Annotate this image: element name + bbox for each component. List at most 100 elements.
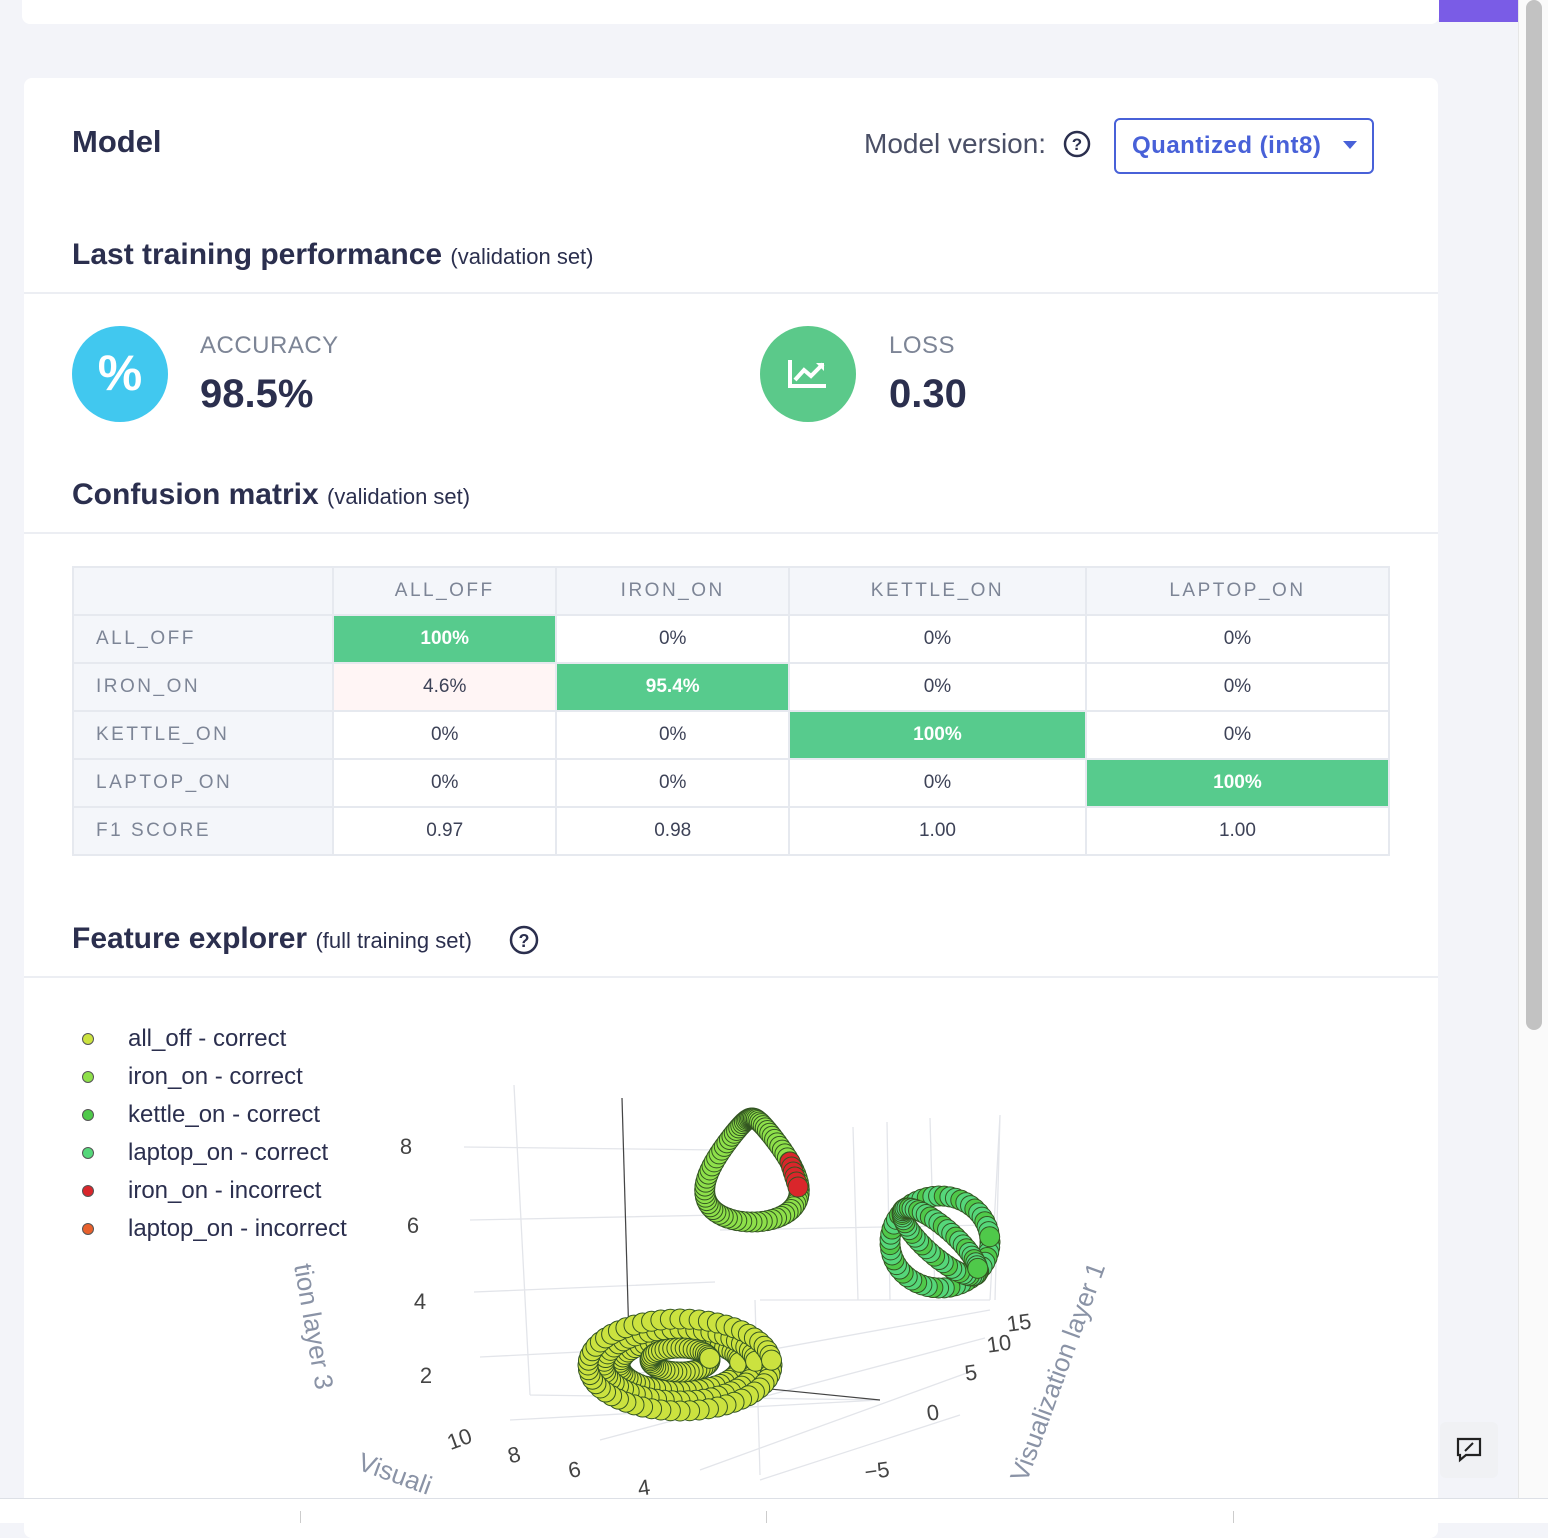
matrix-cell: 0.97 <box>331 806 558 856</box>
z-tick-label: 4 <box>414 1289 426 1314</box>
x-tick-label: 6 <box>566 1456 583 1483</box>
title: Feature explorer <box>72 922 308 955</box>
section-title: Confusion matrix (validation set) <box>72 478 470 512</box>
y-axis-label: Visualization layer 1 <box>1004 1258 1111 1485</box>
matrix-cell: 100% <box>1084 758 1391 808</box>
divider <box>24 976 1438 978</box>
legend-dot <box>82 1147 94 1159</box>
matrix-cell: 0% <box>788 662 1087 712</box>
corner-cell <box>72 566 334 616</box>
tab-sep <box>766 1511 767 1523</box>
metric-value: 98.5% <box>200 372 314 416</box>
subtitle: (validation set) <box>327 484 471 509</box>
column-header: KETTLE_ON <box>788 566 1087 616</box>
svg-text:%: % <box>98 345 142 401</box>
divider <box>24 532 1438 534</box>
card-title: Model <box>72 124 162 159</box>
matrix-cell: 4.6% <box>331 662 558 712</box>
legend-dot <box>82 1033 94 1045</box>
select-value: Quantized (int8) <box>1132 132 1322 159</box>
row-header: F1 SCORE <box>72 806 334 856</box>
nav-accent <box>1439 0 1518 22</box>
matrix-row: LAPTOP_ON 0% 0% 0% 100% <box>72 758 1391 808</box>
metric-label: LOSS <box>889 332 956 359</box>
z-tick-label: 2 <box>420 1363 432 1388</box>
x-tick-label: 10 <box>444 1423 476 1455</box>
x-tick-label: 4 <box>636 1474 652 1498</box>
metric-value: 0.30 <box>889 372 967 416</box>
matrix-cell: 0% <box>1084 614 1391 664</box>
tab-sep <box>1233 1511 1234 1523</box>
z-tick-label: 6 <box>407 1213 419 1238</box>
y-tick-label: 10 <box>985 1329 1013 1357</box>
svg-text:?: ? <box>1072 135 1082 154</box>
plot-point <box>967 1257 989 1279</box>
scroll-thumb[interactable] <box>1526 0 1542 1030</box>
plot-point <box>699 1347 721 1369</box>
subtitle: (validation set) <box>450 244 594 269</box>
legend-label: iron_on - correct <box>128 1063 303 1090</box>
matrix-cell: 0% <box>555 710 791 760</box>
z-tick-label: 8 <box>400 1134 412 1159</box>
row-header: IRON_ON <box>72 662 334 712</box>
column-header: LAPTOP_ON <box>1084 566 1391 616</box>
version-label: Model version: <box>864 128 1047 159</box>
plot-point <box>787 1176 809 1198</box>
legend-label: all_off - correct <box>128 1025 287 1052</box>
row-header: LAPTOP_ON <box>72 758 334 808</box>
legend-dot <box>82 1185 94 1197</box>
help-icon[interactable]: ? <box>508 924 540 956</box>
legend-dot <box>82 1223 94 1235</box>
column-header: ALL_OFF <box>331 566 558 616</box>
section-title: Last training performance (validation se… <box>72 238 594 272</box>
matrix-cell: 0% <box>331 710 558 760</box>
loss-icon <box>760 326 856 422</box>
column-header: IRON_ON <box>555 566 791 616</box>
matrix-cell: 95.4% <box>555 662 791 712</box>
matrix-cell: 0% <box>788 614 1087 664</box>
previous-card <box>22 0 1439 24</box>
help-icon[interactable]: ? <box>1062 129 1092 159</box>
matrix-cell: 1.00 <box>1084 806 1391 856</box>
y-tick-label: 5 <box>963 1359 979 1385</box>
section-title: Feature explorer (full training set) <box>72 922 472 956</box>
matrix-cell: 0% <box>555 758 791 808</box>
matrix-row: KETTLE_ON 0% 0% 100% 0% <box>72 710 1391 760</box>
header-row: ALL_OFF IRON_ON KETTLE_ON LAPTOP_ON <box>72 566 1391 616</box>
legend-label: iron_on - incorrect <box>128 1177 322 1204</box>
title: Confusion matrix <box>72 478 319 511</box>
row-header: ALL_OFF <box>72 614 334 664</box>
z-axis-label: tion layer 3 <box>288 1261 340 1391</box>
feedback-icon <box>1456 1437 1482 1463</box>
legend-label: kettle_on - correct <box>128 1101 321 1128</box>
subtitle: (full training set) <box>315 928 472 953</box>
legend-dot <box>82 1071 94 1083</box>
legend-label: laptop_on - correct <box>128 1139 329 1166</box>
matrix-cell: 0% <box>1084 662 1391 712</box>
metric-label: ACCURACY <box>200 332 339 359</box>
matrix-row: IRON_ON 4.6% 95.4% 0% 0% <box>72 662 1391 712</box>
feedback-button[interactable] <box>1440 1422 1498 1478</box>
title: Last training performance <box>72 238 443 271</box>
legend-label: laptop_on - incorrect <box>128 1215 347 1242</box>
legend-dot <box>82 1109 94 1121</box>
tab-bar <box>0 1498 1548 1523</box>
matrix-cell: 0.98 <box>555 806 791 856</box>
matrix-cell: 1.00 <box>788 806 1087 856</box>
tab-sep <box>300 1511 301 1523</box>
plot-point <box>979 1226 1001 1248</box>
matrix-cell: 100% <box>788 710 1087 760</box>
svg-text:?: ? <box>519 931 530 951</box>
divider <box>24 292 1438 294</box>
y-tick-label: 0 <box>925 1399 941 1425</box>
confusion-table: ALL_OFF IRON_ON KETTLE_ON LAPTOP_ON ALL_OFF 1… <box>72 566 1391 856</box>
matrix-row: ALL_OFF 100% 0% 0% 0% <box>72 614 1391 664</box>
matrix-cell: 0% <box>1084 710 1391 760</box>
version-select[interactable]: Quantized (int8) <box>1114 118 1374 174</box>
matrix-cell: 0% <box>331 758 558 808</box>
x-tick-label: 8 <box>505 1441 523 1468</box>
y-tick-label: 15 <box>1005 1308 1033 1336</box>
caret <box>1343 141 1357 149</box>
